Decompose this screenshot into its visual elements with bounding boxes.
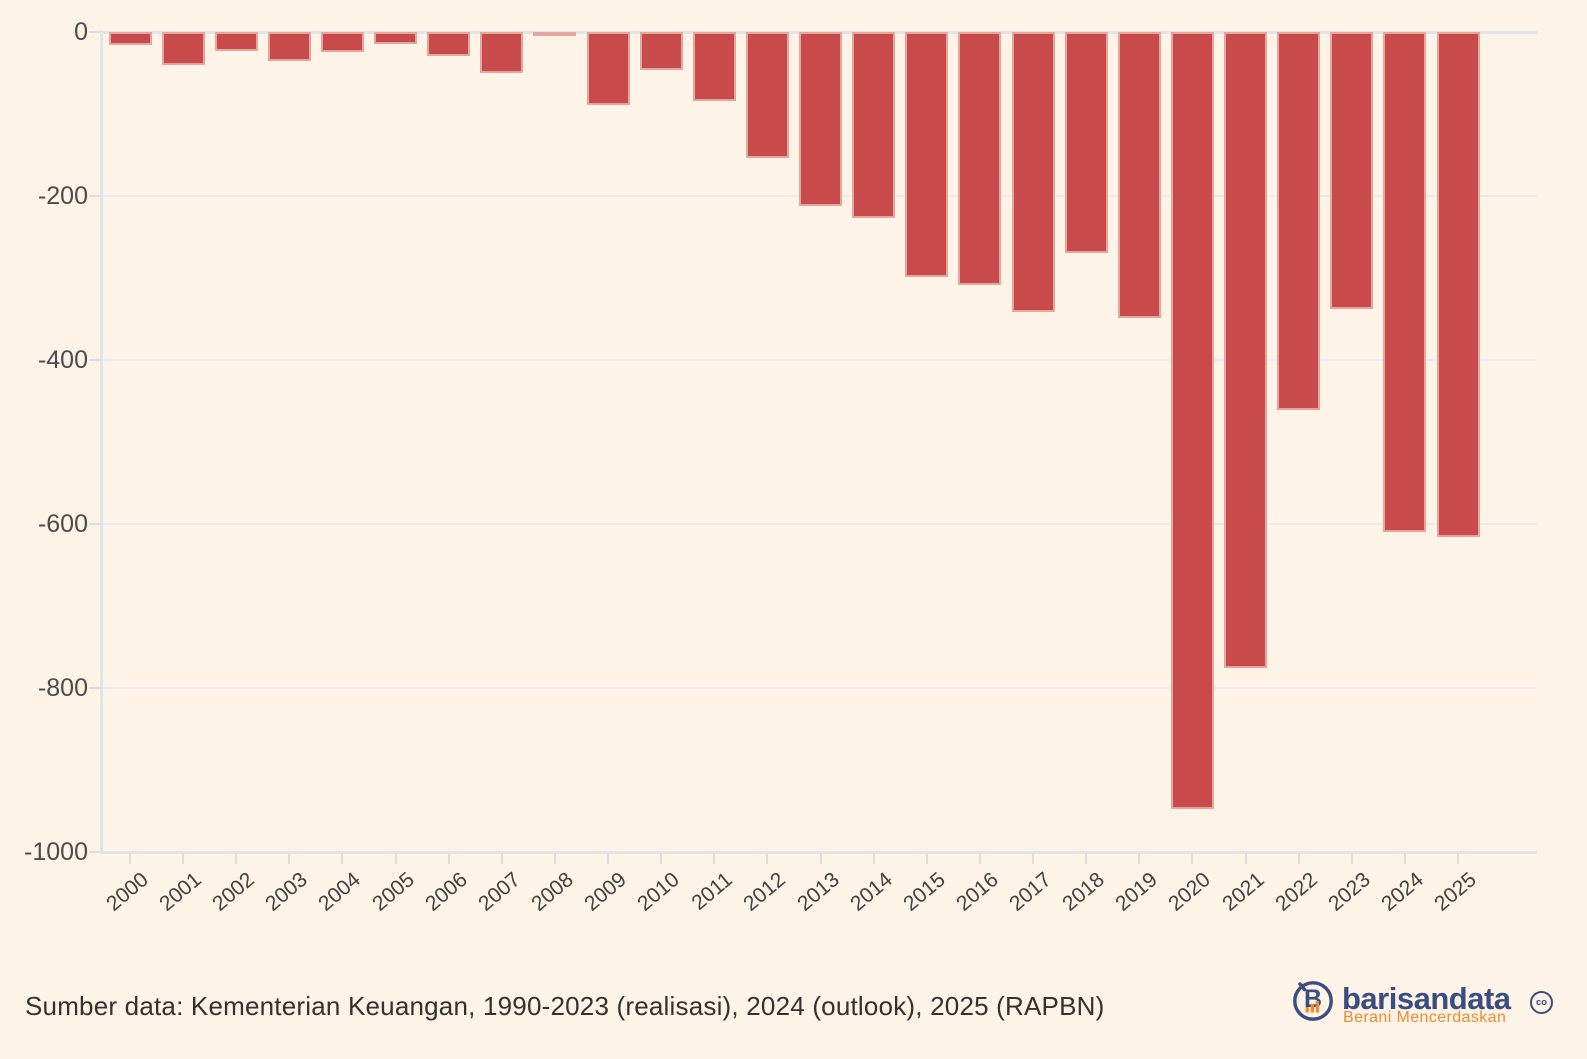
bar-2014[interactable] bbox=[852, 32, 896, 218]
x-axis-tick bbox=[607, 853, 610, 864]
barisandata-logo: B barisandata co Berani Mencerdaskan bbox=[1290, 975, 1570, 1035]
y-axis-line bbox=[100, 30, 103, 854]
x-axis-tick bbox=[713, 853, 716, 864]
x-axis-tick bbox=[1191, 853, 1194, 864]
x-axis-tick bbox=[1138, 853, 1141, 864]
bar-2000[interactable] bbox=[108, 32, 152, 46]
bar-2012[interactable] bbox=[745, 32, 789, 158]
bar-2024[interactable] bbox=[1383, 32, 1427, 532]
bar-2001[interactable] bbox=[161, 32, 205, 66]
bar-2021[interactable] bbox=[1224, 32, 1268, 668]
gridline-y-800 bbox=[103, 687, 1537, 689]
y-axis-tick bbox=[89, 523, 102, 525]
x-axis-tick bbox=[1297, 853, 1300, 864]
bar-2007[interactable] bbox=[480, 32, 524, 73]
y-axis-label: 0 bbox=[74, 18, 88, 46]
bar-2003[interactable] bbox=[267, 32, 311, 61]
bar-2005[interactable] bbox=[374, 32, 418, 44]
barisandata-logo-icon: B bbox=[1293, 981, 1333, 1021]
y-axis-label: -200 bbox=[37, 182, 88, 210]
bar-2023[interactable] bbox=[1330, 32, 1374, 309]
gridline-y-1000 bbox=[103, 850, 1537, 854]
bar-2020[interactable] bbox=[1170, 32, 1214, 810]
bar-2019[interactable] bbox=[1117, 32, 1161, 318]
bar-2002[interactable] bbox=[214, 32, 258, 52]
gridline-y-400 bbox=[103, 359, 1537, 361]
x-axis-tick bbox=[447, 853, 450, 864]
bar-2018[interactable] bbox=[1064, 32, 1108, 253]
x-axis-tick bbox=[1403, 853, 1406, 864]
bar-2022[interactable] bbox=[1277, 32, 1321, 410]
bar-2017[interactable] bbox=[1011, 32, 1055, 312]
y-axis-label: -1000 bbox=[24, 838, 88, 866]
x-axis-tick bbox=[394, 853, 397, 864]
y-axis-tick bbox=[89, 851, 102, 853]
bar-2006[interactable] bbox=[427, 32, 471, 56]
x-axis-tick bbox=[1350, 853, 1353, 864]
brand-tagline: Berani Mencerdaskan bbox=[1343, 1009, 1507, 1026]
x-axis-tick bbox=[288, 853, 291, 864]
y-axis-tick bbox=[89, 687, 102, 689]
x-axis-tick bbox=[129, 853, 131, 864]
bar-2009[interactable] bbox=[586, 32, 630, 105]
x-axis-tick bbox=[978, 853, 981, 864]
x-axis-tick bbox=[872, 853, 875, 864]
bar-2025[interactable] bbox=[1436, 32, 1480, 538]
y-axis-label: -800 bbox=[37, 674, 88, 702]
x-axis-tick bbox=[660, 853, 663, 864]
bar-chart: 0 -200 -400 -600 -800 -1000 2000 2001 2002 2003 20… bbox=[24, 18, 1537, 916]
x-axis-tick bbox=[182, 853, 185, 864]
bar-2010[interactable] bbox=[639, 32, 683, 71]
bar-2011[interactable] bbox=[692, 32, 736, 102]
x-axis-tick bbox=[1244, 853, 1247, 864]
brand-wordmark: barisandata bbox=[1342, 981, 1511, 1016]
bar-2008[interactable] bbox=[533, 32, 577, 36]
bar-2015[interactable] bbox=[905, 32, 949, 277]
y-axis-tick bbox=[89, 195, 102, 197]
x-axis-tick bbox=[235, 853, 238, 864]
y-axis-tick bbox=[89, 31, 102, 33]
x-axis-tick bbox=[766, 853, 769, 864]
x-axis-tick bbox=[341, 853, 344, 864]
bar-2004[interactable] bbox=[320, 32, 364, 53]
x-axis-tick bbox=[1085, 853, 1088, 864]
x-axis-tick bbox=[1032, 853, 1035, 864]
x-axis-tick bbox=[500, 853, 503, 864]
source-note: Sumber data: Kementerian Keuangan, 1990-… bbox=[25, 991, 1105, 1021]
brand-co-badge: co bbox=[1530, 991, 1553, 1014]
x-axis-tick bbox=[819, 853, 822, 864]
y-axis-label: -600 bbox=[37, 510, 88, 538]
x-axis-tick bbox=[553, 853, 556, 864]
bar-2016[interactable] bbox=[958, 32, 1002, 285]
bar-2013[interactable] bbox=[799, 32, 843, 206]
x-axis-tick bbox=[925, 853, 928, 864]
y-axis-tick bbox=[89, 359, 102, 361]
y-axis-label: -400 bbox=[37, 346, 88, 374]
gridline-y-600 bbox=[103, 523, 1537, 525]
x-axis-tick bbox=[1457, 853, 1459, 864]
